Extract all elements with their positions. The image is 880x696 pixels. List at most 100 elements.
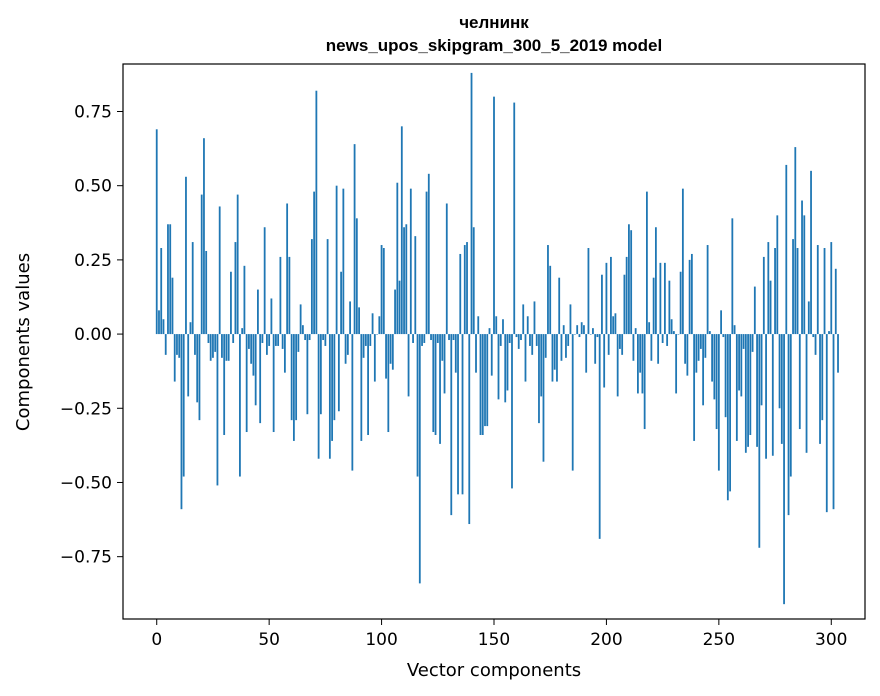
bar	[774, 248, 776, 335]
bar	[592, 328, 594, 335]
bar	[342, 188, 345, 335]
bar	[275, 334, 277, 346]
bar	[792, 239, 794, 335]
bar	[502, 319, 504, 335]
bar	[430, 334, 432, 341]
bar	[257, 289, 259, 335]
bar	[286, 203, 289, 335]
bar	[513, 102, 516, 335]
bar	[641, 334, 644, 394]
bar	[198, 334, 201, 421]
bar	[670, 319, 673, 335]
x-tick-label: 150	[478, 630, 510, 650]
bar	[722, 334, 725, 338]
bar	[715, 334, 718, 430]
bar	[560, 334, 563, 361]
y-tick-label: −0.50	[60, 473, 112, 493]
bar	[504, 334, 507, 403]
bar	[517, 334, 520, 349]
y-tick-label: 0.25	[74, 251, 112, 271]
bar	[666, 334, 669, 346]
bar	[328, 334, 331, 459]
bar	[169, 224, 172, 335]
bar	[702, 334, 705, 406]
bar	[751, 334, 754, 352]
bar	[214, 334, 217, 352]
bar	[182, 334, 185, 477]
bar	[760, 334, 763, 406]
bar	[484, 334, 486, 427]
bar	[418, 334, 421, 584]
bar	[621, 334, 624, 355]
bar	[310, 239, 313, 335]
bar	[742, 334, 745, 349]
bar	[531, 334, 534, 355]
bar	[173, 334, 176, 382]
bar	[387, 334, 390, 433]
bar	[661, 334, 664, 343]
y-tick-label: 0.50	[74, 177, 112, 197]
bar	[414, 236, 417, 335]
bar	[180, 334, 183, 510]
bar	[675, 334, 678, 394]
bar	[538, 334, 540, 424]
bar	[412, 334, 414, 343]
bar	[349, 301, 351, 335]
bar	[252, 334, 255, 376]
bar	[409, 188, 412, 335]
bar	[583, 325, 585, 335]
bar	[187, 334, 190, 397]
x-axis-ticks: 0 50 100 150 200 250 300	[151, 619, 847, 650]
bar	[243, 265, 246, 335]
bar	[625, 256, 628, 335]
bar	[688, 259, 691, 335]
bar	[749, 334, 752, 435]
bar	[315, 90, 318, 335]
bar	[720, 310, 722, 335]
bar	[783, 334, 785, 605]
bar	[355, 218, 358, 335]
bar	[807, 301, 810, 335]
bar	[448, 334, 450, 341]
bar	[400, 126, 403, 335]
bar	[814, 334, 817, 355]
bar	[511, 334, 513, 489]
bar	[218, 206, 221, 335]
bar	[308, 334, 311, 341]
bar	[371, 313, 374, 335]
bar	[684, 334, 687, 364]
x-tick-label: 0	[151, 630, 162, 650]
bar	[297, 334, 300, 352]
bar	[623, 274, 626, 335]
bar	[223, 334, 226, 435]
bar	[677, 334, 680, 335]
bar	[162, 319, 165, 335]
bar	[481, 334, 484, 435]
bar	[524, 334, 527, 382]
bar	[571, 334, 574, 471]
bar	[477, 316, 480, 335]
bar	[578, 334, 581, 338]
bar	[663, 262, 666, 335]
bar	[830, 242, 833, 335]
bar	[598, 334, 601, 539]
bar	[488, 328, 491, 335]
bar	[299, 304, 302, 335]
bar	[533, 301, 536, 335]
bar	[634, 328, 637, 335]
bar	[385, 334, 387, 379]
bar	[378, 316, 381, 335]
bar	[672, 331, 675, 335]
bar	[553, 334, 556, 370]
chart-title: челнинк	[459, 13, 529, 32]
bar	[421, 334, 423, 346]
bar	[603, 334, 606, 388]
bar	[434, 334, 437, 435]
bar	[713, 334, 716, 400]
bar	[358, 307, 360, 335]
x-tick-label: 200	[590, 630, 622, 650]
bar	[515, 334, 518, 338]
bar	[596, 334, 599, 338]
bar	[452, 334, 455, 341]
bar	[324, 334, 327, 346]
